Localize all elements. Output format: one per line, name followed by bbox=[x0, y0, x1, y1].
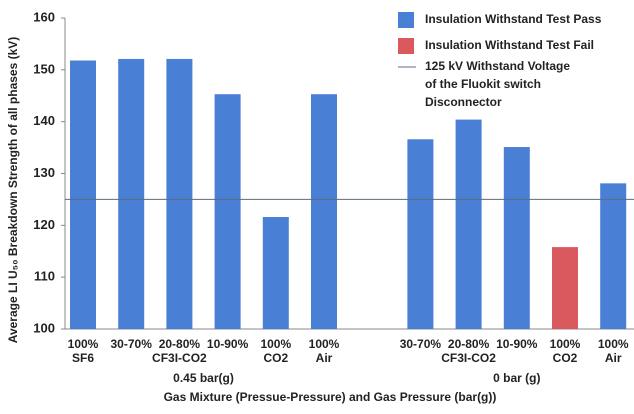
x-tick-label: 20-80% bbox=[448, 337, 490, 351]
bar bbox=[503, 147, 530, 329]
bar bbox=[262, 217, 289, 329]
legend-label: of the Fluokit switch bbox=[425, 77, 541, 91]
group-label: 0.45 bar(g) bbox=[173, 371, 234, 385]
x-tick-sublabel: Air bbox=[605, 351, 622, 365]
y-tick-label: 160 bbox=[33, 9, 55, 24]
y-tick-label: 100 bbox=[33, 320, 55, 335]
legend-label: Insulation Withstand Test Pass bbox=[425, 12, 602, 26]
y-tick-label: 130 bbox=[33, 165, 55, 180]
x-tick-sublabel: CO2 bbox=[263, 351, 288, 365]
legend-label: Insulation Withstand Test Fail bbox=[425, 38, 594, 52]
x-tick-sublabel: CF3I-CO2 bbox=[152, 351, 207, 365]
x-tick-label: 100% bbox=[260, 337, 291, 351]
x-tick-sublabel: CO2 bbox=[553, 351, 578, 365]
legend-label: 125 kV Withstand Voltage bbox=[425, 59, 570, 73]
bar bbox=[455, 119, 482, 330]
x-tick-label: 100% bbox=[550, 337, 581, 351]
bar bbox=[214, 94, 241, 329]
x-tick-label: 10-90% bbox=[496, 337, 538, 351]
bar bbox=[552, 247, 578, 329]
x-tick-sublabel: Air bbox=[316, 351, 333, 365]
legend-label: Disconnector bbox=[425, 95, 502, 109]
x-axis-label: Gas Mixture (Pressue-Pressure) and Gas P… bbox=[164, 390, 497, 404]
x-tick-sublabel: CF3I-CO2 bbox=[441, 351, 496, 365]
y-axis-label: Average LI U₅₀ Breakdown Strength of all… bbox=[6, 37, 20, 344]
x-tick-label: 100% bbox=[68, 337, 99, 351]
bar bbox=[407, 139, 434, 329]
x-tick-label: 30-70% bbox=[400, 337, 442, 351]
bar bbox=[600, 183, 627, 329]
legend-swatch bbox=[398, 12, 414, 28]
y-tick-label: 120 bbox=[33, 217, 55, 232]
x-tick-sublabel: SF6 bbox=[72, 351, 94, 365]
legend-swatch bbox=[398, 38, 414, 54]
y-tick-label: 150 bbox=[33, 61, 55, 76]
bar bbox=[311, 94, 337, 329]
x-tick-label: 20-80% bbox=[159, 337, 201, 351]
y-tick-label: 110 bbox=[34, 269, 55, 284]
bar bbox=[70, 60, 96, 330]
x-tick-label: 100% bbox=[309, 337, 340, 351]
bar bbox=[118, 58, 145, 329]
x-tick-label: 10-90% bbox=[207, 337, 249, 351]
group-label: 0 bar (g) bbox=[493, 371, 540, 385]
x-tick-label: 100% bbox=[598, 337, 629, 351]
x-tick-label: 30-70% bbox=[111, 337, 153, 351]
bar bbox=[166, 58, 193, 329]
y-tick-label: 140 bbox=[33, 113, 55, 128]
